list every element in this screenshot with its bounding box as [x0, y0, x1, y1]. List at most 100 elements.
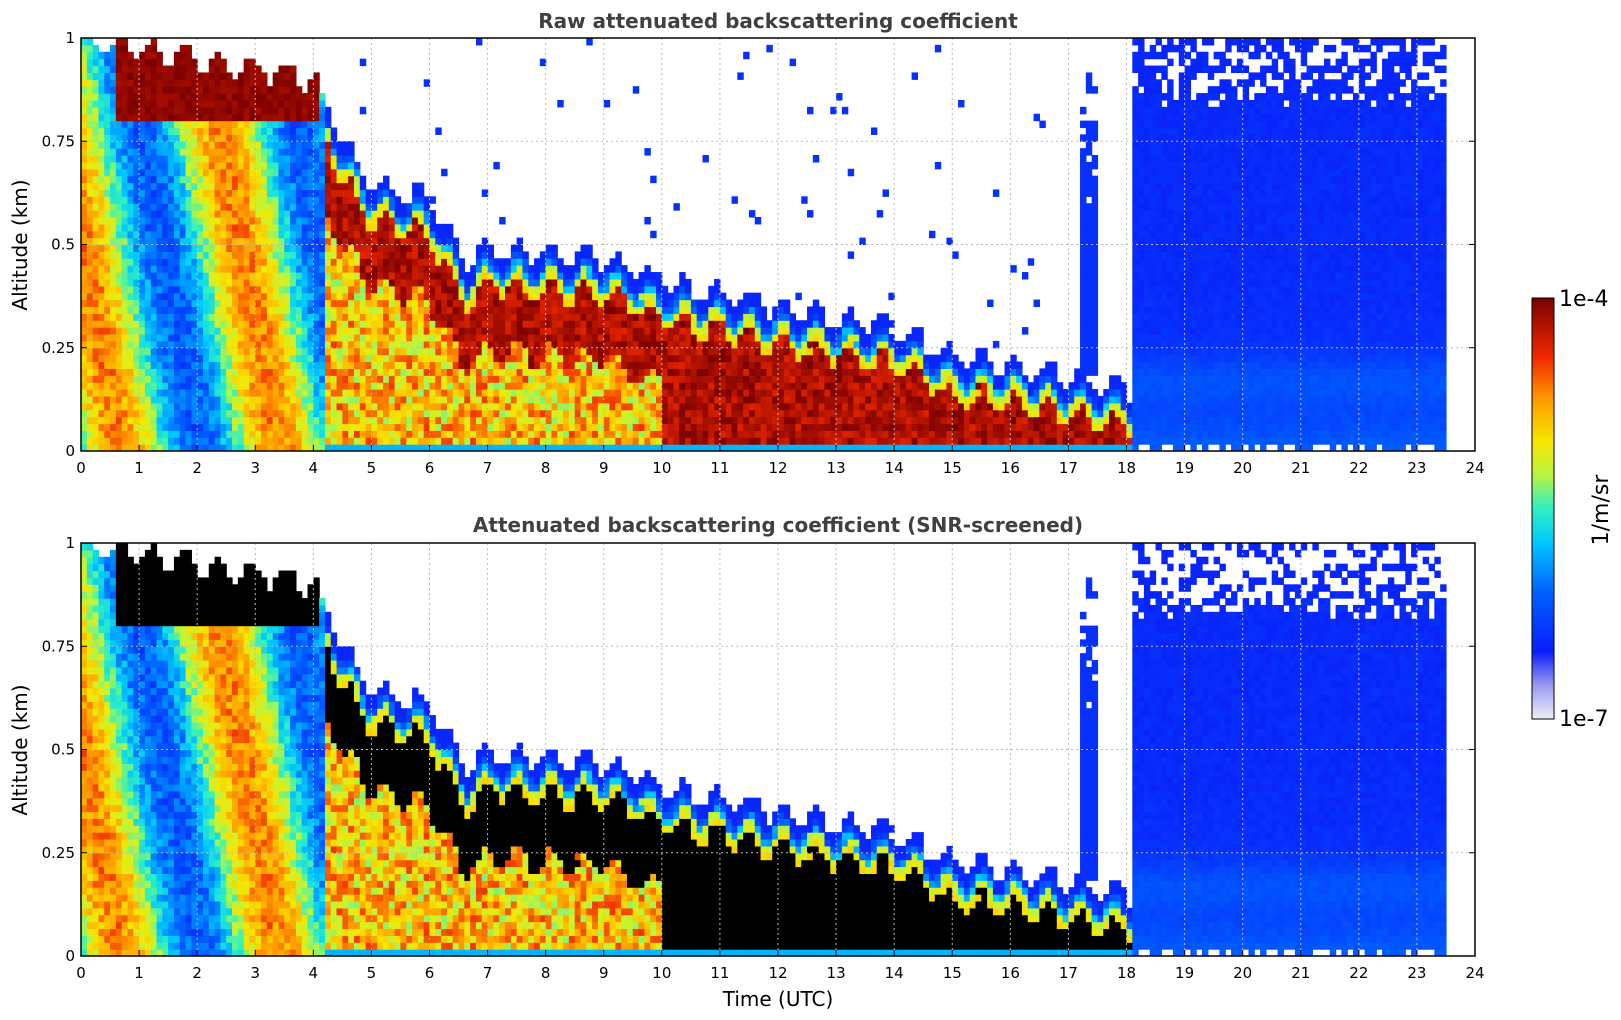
heatmap-cell	[679, 285, 686, 294]
heatmap-cell	[313, 444, 320, 451]
heatmap-cell	[295, 134, 303, 142]
heatmap-cell	[313, 389, 320, 397]
heatmap-cell	[586, 278, 593, 287]
heatmap-cell	[557, 416, 564, 425]
heatmap-cell	[383, 347, 390, 356]
heatmap-cell	[127, 265, 134, 273]
heatmap-cell	[522, 313, 529, 321]
heatmap-cell	[127, 320, 134, 328]
heatmap-cell	[330, 155, 338, 163]
heatmap-cell	[127, 299, 134, 308]
heatmap-cell	[812, 375, 820, 383]
heatmap-cell	[307, 340, 314, 349]
heatmap-cell	[545, 306, 553, 314]
heatmap-cell	[185, 292, 192, 301]
heatmap-cell	[319, 313, 326, 321]
heatmap-cell	[563, 361, 570, 369]
heatmap-cell	[98, 182, 105, 191]
heatmap-cell	[162, 175, 169, 184]
heatmap-cell	[789, 368, 797, 376]
heatmap-cell	[319, 382, 326, 390]
heatmap-cell	[115, 134, 123, 142]
heatmap-cell	[388, 285, 396, 294]
heatmap-cell	[423, 237, 431, 246]
heatmap-cell	[272, 223, 280, 232]
heatmap-cell	[446, 258, 454, 266]
heatmap-cell	[557, 265, 564, 273]
heatmap-cell	[475, 258, 483, 266]
heatmap-cell	[441, 333, 448, 342]
heatmap-cell	[127, 141, 134, 149]
heatmap-cell	[133, 423, 140, 431]
heatmap-cell	[284, 278, 291, 287]
heatmap-cell	[632, 382, 640, 390]
heatmap-cell	[365, 285, 373, 294]
heatmap-cell	[772, 368, 779, 376]
heatmap-cell	[702, 416, 709, 425]
heatmap-cell	[528, 327, 535, 335]
heatmap-cell	[754, 430, 762, 438]
heatmap-cell	[156, 361, 163, 369]
heatmap-cell	[261, 306, 268, 314]
heatmap-cell	[179, 299, 187, 308]
heatmap-cell	[127, 134, 134, 142]
heatmap-cell	[319, 210, 326, 218]
heatmap-cell	[261, 368, 268, 376]
heatmap-cell	[92, 354, 100, 363]
heatmap-cell	[679, 313, 686, 321]
heatmap-cell	[429, 354, 436, 363]
heatmap-cell	[673, 313, 680, 321]
heatmap-cell	[197, 203, 204, 211]
heatmap-cell	[115, 155, 123, 163]
heatmap-cell	[336, 196, 343, 204]
heatmap-cell	[144, 189, 152, 197]
heatmap-cell	[191, 354, 198, 363]
heatmap-cell	[435, 416, 442, 425]
heatmap-cell	[98, 437, 105, 445]
heatmap-cell	[156, 375, 163, 383]
heatmap-cell	[208, 182, 216, 191]
heatmap-cell	[574, 313, 582, 321]
heatmap-cell	[156, 141, 163, 149]
heatmap-cell	[284, 106, 291, 115]
heatmap-cell	[243, 106, 251, 115]
heatmap-cell	[162, 395, 169, 404]
heatmap-cell	[295, 148, 303, 156]
heatmap-cell	[830, 106, 837, 115]
heatmap-cell	[307, 148, 314, 156]
heatmap-cell	[383, 278, 390, 287]
heatmap-cell	[667, 375, 675, 383]
heatmap-cell	[127, 155, 134, 163]
heatmap-cell	[92, 244, 100, 252]
heatmap-cell	[243, 113, 251, 122]
heatmap-cell	[696, 375, 704, 383]
heatmap-cell	[597, 306, 605, 314]
heatmap-cell	[470, 313, 477, 321]
heatmap-cell	[626, 278, 634, 287]
heatmap-cell	[417, 265, 425, 273]
heatmap-cell	[156, 72, 163, 80]
heatmap-cell	[237, 265, 245, 273]
heatmap-cell	[139, 444, 146, 451]
heatmap-cell	[336, 361, 343, 369]
heatmap-cell	[406, 230, 413, 239]
heatmap-cell	[487, 306, 494, 314]
heatmap-cell	[685, 437, 692, 445]
heatmap-cell	[104, 51, 111, 60]
heatmap-cell	[574, 444, 582, 451]
heatmap-cell	[226, 416, 233, 425]
heatmap-cell	[290, 272, 297, 280]
heatmap-cell	[162, 333, 169, 342]
heatmap-cell	[197, 354, 204, 363]
heatmap-cell	[150, 72, 158, 80]
heatmap-cell	[580, 244, 587, 252]
heatmap-cell	[266, 306, 274, 314]
heatmap-cell	[342, 306, 349, 314]
heatmap-cell	[400, 354, 407, 363]
heatmap-cell	[295, 175, 303, 184]
heatmap-cell	[202, 423, 210, 431]
heatmap-cell	[470, 327, 477, 335]
heatmap-cell	[388, 216, 396, 225]
heatmap-cell	[261, 106, 268, 115]
heatmap-cell	[330, 327, 338, 335]
